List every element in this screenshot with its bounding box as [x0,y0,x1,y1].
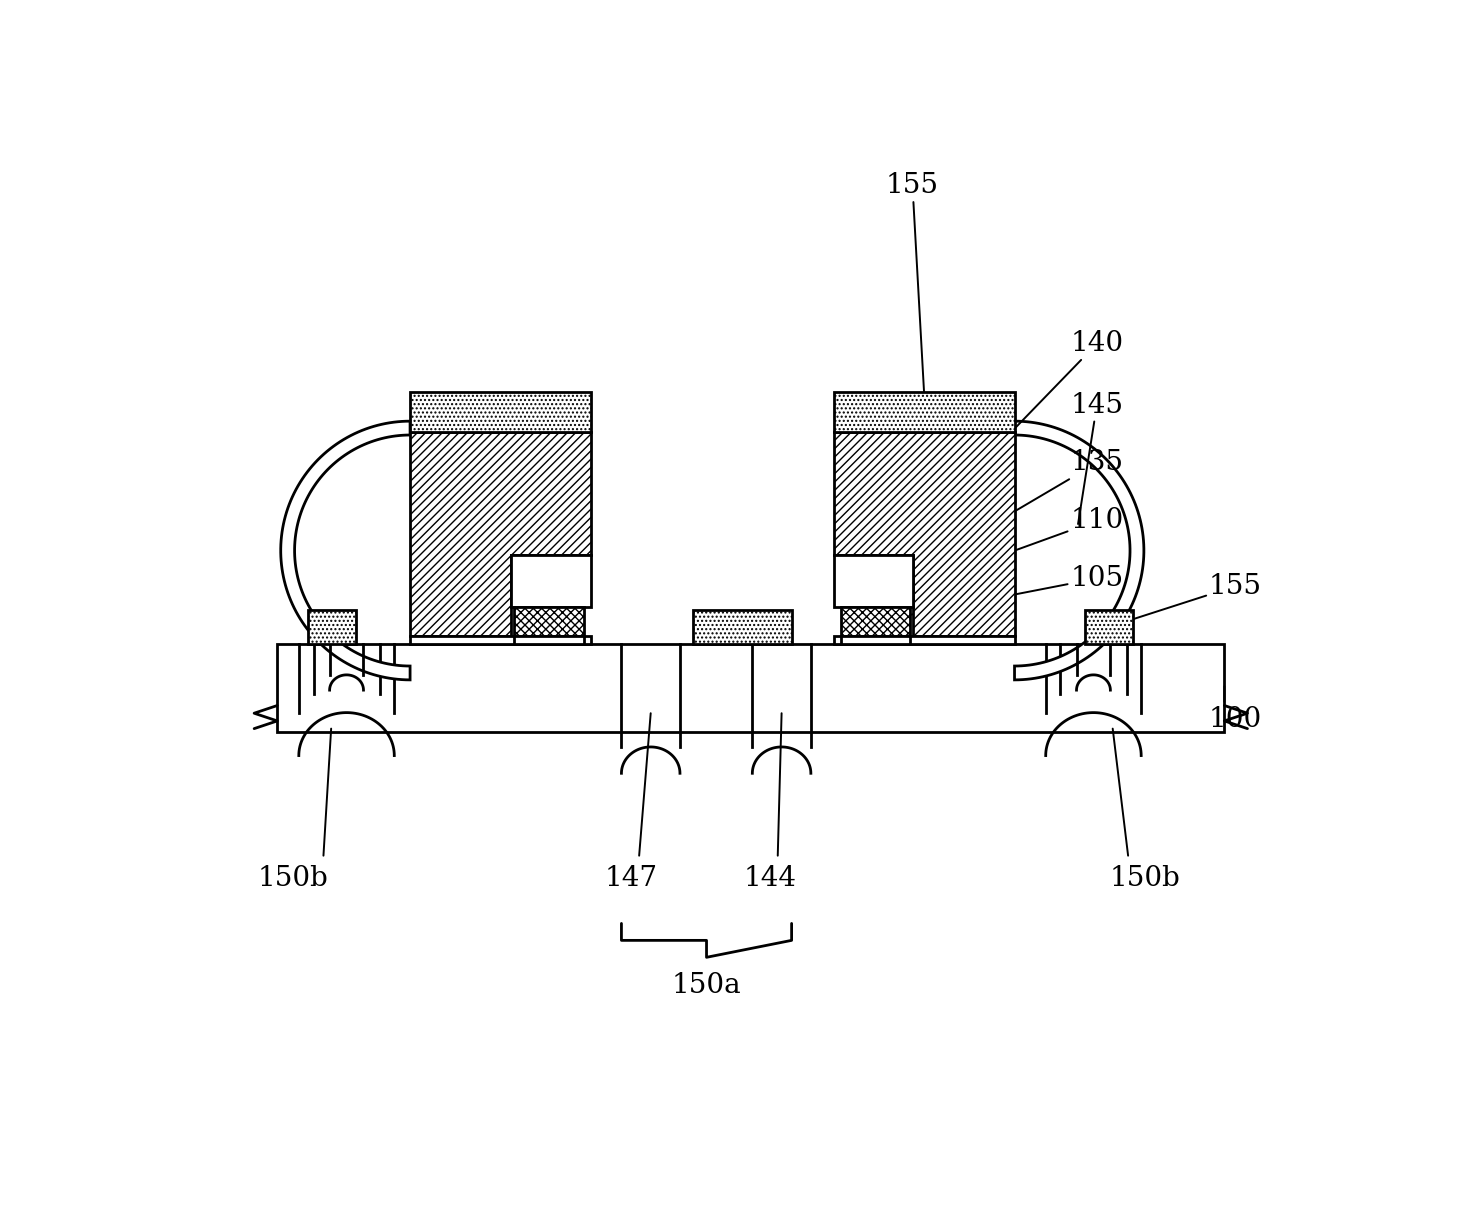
Text: 140: 140 [966,330,1123,478]
Text: 145: 145 [1070,391,1123,524]
Bar [841,606,910,637]
Text: 150b: 150b [258,865,329,893]
Polygon shape [833,432,1014,637]
Text: 105: 105 [876,565,1123,622]
Bar [410,393,591,432]
Bar [512,556,591,606]
Bar [841,637,910,644]
Text: 144: 144 [743,865,796,893]
Bar [308,610,355,644]
Text: 155: 155 [1109,573,1262,627]
Bar [410,637,591,644]
Bar [515,637,583,644]
Text: 100: 100 [1209,705,1262,733]
Text: 135: 135 [921,449,1123,567]
Bar [833,637,1014,644]
Text: 110: 110 [916,507,1123,586]
Text: 150b: 150b [1110,865,1181,893]
Bar [1085,610,1132,644]
Polygon shape [410,432,591,637]
Text: 150a: 150a [672,971,741,999]
Bar [693,610,792,644]
Polygon shape [1014,422,1144,680]
Text: 155: 155 [887,173,938,393]
Bar [515,606,583,637]
Bar [277,644,1224,732]
Polygon shape [281,422,410,680]
Text: 147: 147 [605,865,659,893]
Bar [833,556,913,606]
Bar [833,393,1014,432]
